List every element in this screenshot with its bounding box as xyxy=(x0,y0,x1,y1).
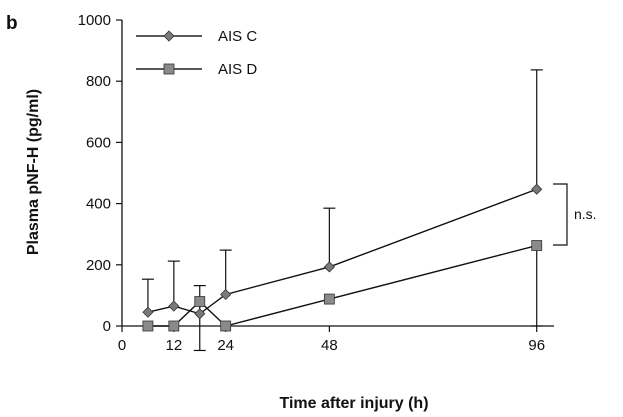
y-tick-label: 800 xyxy=(86,73,111,90)
x-tick-label: 0 xyxy=(118,337,126,354)
y-tick-label: 200 xyxy=(86,257,111,274)
legend: AIS C AIS D xyxy=(136,28,257,78)
x-axis-label: Time after injury (h) xyxy=(279,395,428,412)
data-point-ais-c xyxy=(168,300,180,312)
series-lines xyxy=(147,188,537,327)
legend-marker-square xyxy=(163,63,175,75)
annotation-label: n.s. xyxy=(574,206,597,222)
bracket-line xyxy=(553,183,568,246)
data-point-ais-c xyxy=(531,183,543,195)
data-point-ais-c xyxy=(220,288,232,301)
y-tick-label: 0 xyxy=(103,318,111,335)
x-tick-label: 48 xyxy=(321,337,338,354)
panel-label: b xyxy=(6,13,18,34)
data-point-ais-d xyxy=(531,240,543,251)
data-point-ais-d xyxy=(142,320,154,332)
legend-label-ais-c: AIS C xyxy=(218,28,257,45)
x-tick-label: 12 xyxy=(165,337,182,354)
x-tick-label: 24 xyxy=(217,337,234,354)
y-tick-label: 1000 xyxy=(78,12,111,29)
y-tick-label: 600 xyxy=(86,134,111,151)
axes xyxy=(121,20,554,327)
data-point-ais-c xyxy=(323,261,335,273)
x-tick-label: 96 xyxy=(528,337,545,354)
ticks: 0 200 400 600 800 1000 0 12 24 48 96 xyxy=(78,12,545,354)
data-point-ais-d xyxy=(168,320,180,332)
y-axis-label: Plasma pNF-H (pg/ml) xyxy=(25,89,42,255)
legend-marker-diamond xyxy=(163,30,175,42)
data-point-ais-c xyxy=(142,306,154,318)
significance-bracket: n.s. xyxy=(553,183,597,246)
legend-label-ais-d: AIS D xyxy=(218,61,257,78)
series-line-ais-d xyxy=(147,244,537,327)
data-point-ais-d xyxy=(220,320,232,332)
data-point-ais-d xyxy=(194,296,206,307)
data-point-ais-c xyxy=(194,308,206,320)
y-tick-label: 400 xyxy=(86,196,111,213)
series-markers xyxy=(142,183,543,332)
data-point-ais-d xyxy=(323,293,335,305)
